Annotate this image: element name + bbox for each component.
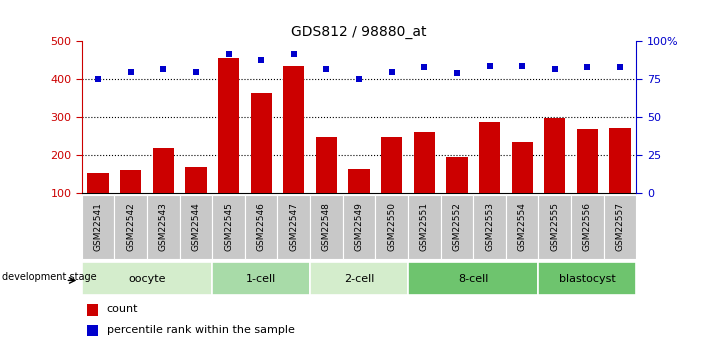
Point [125, 69, 137, 75]
Text: 8-cell: 8-cell [458, 274, 488, 284]
Text: development stage: development stage [2, 272, 97, 282]
Text: GSM22550: GSM22550 [387, 202, 396, 252]
Point [516, 63, 528, 68]
Text: GSM22548: GSM22548 [322, 203, 331, 251]
Bar [316, 137, 337, 193]
Bar [114, 195, 147, 259]
Bar [186, 167, 206, 193]
Bar [213, 195, 245, 259]
Text: GSM22557: GSM22557 [616, 202, 624, 252]
Point [451, 70, 463, 76]
Bar [381, 137, 402, 193]
Text: GSM22549: GSM22549 [355, 203, 363, 251]
Text: GSM22551: GSM22551 [419, 202, 429, 252]
Bar [180, 195, 213, 259]
Bar [82, 195, 114, 259]
Bar [609, 128, 631, 193]
Title: GDS812 / 98880_at: GDS812 / 98880_at [292, 25, 427, 39]
Bar [479, 122, 500, 193]
Bar [512, 142, 533, 193]
Bar [82, 262, 213, 295]
Bar [87, 304, 98, 316]
Bar [147, 195, 180, 259]
Point [353, 77, 365, 82]
Text: 1-cell: 1-cell [246, 274, 277, 284]
Bar [577, 129, 598, 193]
Text: 2-cell: 2-cell [344, 274, 374, 284]
Bar [310, 262, 408, 295]
Bar [408, 262, 538, 295]
Text: GSM22544: GSM22544 [191, 203, 201, 251]
Bar [544, 118, 565, 193]
Bar [87, 325, 98, 336]
Text: GSM22545: GSM22545 [224, 203, 233, 251]
Text: blastocyst: blastocyst [559, 274, 616, 284]
Point [255, 57, 267, 62]
Point [582, 65, 593, 70]
Point [158, 66, 169, 71]
Bar [375, 195, 408, 259]
Text: GSM22546: GSM22546 [257, 203, 266, 251]
Point [92, 77, 104, 82]
Point [549, 66, 560, 71]
Text: GSM22543: GSM22543 [159, 203, 168, 251]
Bar [245, 195, 277, 259]
Bar [571, 195, 604, 259]
Bar [310, 195, 343, 259]
Point [223, 51, 234, 56]
Point [419, 65, 430, 70]
Bar [441, 195, 474, 259]
Text: GSM22554: GSM22554 [518, 203, 527, 251]
Point [386, 69, 397, 75]
Text: GSM22541: GSM22541 [94, 203, 102, 251]
Text: GSM22552: GSM22552 [452, 203, 461, 251]
Point [614, 65, 626, 70]
Bar [213, 262, 310, 295]
Text: GSM22553: GSM22553 [485, 202, 494, 252]
Bar [414, 132, 435, 193]
Bar [506, 195, 538, 259]
Bar [343, 195, 375, 259]
Bar [87, 174, 109, 193]
Bar [283, 66, 304, 193]
Bar [447, 157, 468, 193]
Text: GSM22547: GSM22547 [289, 203, 299, 251]
Bar [218, 58, 239, 193]
Bar [408, 195, 441, 259]
Point [288, 51, 299, 56]
Bar [538, 195, 571, 259]
Bar [474, 195, 506, 259]
Bar [153, 148, 174, 193]
Text: GSM22556: GSM22556 [583, 202, 592, 252]
Text: count: count [107, 304, 138, 314]
Text: GSM22542: GSM22542 [126, 203, 135, 251]
Point [321, 66, 332, 71]
Text: oocyte: oocyte [128, 274, 166, 284]
Text: percentile rank within the sample: percentile rank within the sample [107, 325, 294, 335]
Point [191, 69, 202, 75]
Bar [604, 195, 636, 259]
Bar [277, 195, 310, 259]
Text: GSM22555: GSM22555 [550, 202, 560, 252]
Bar [250, 92, 272, 193]
Bar [120, 170, 141, 193]
Bar [538, 262, 636, 295]
Bar [348, 169, 370, 193]
Point [484, 63, 496, 68]
